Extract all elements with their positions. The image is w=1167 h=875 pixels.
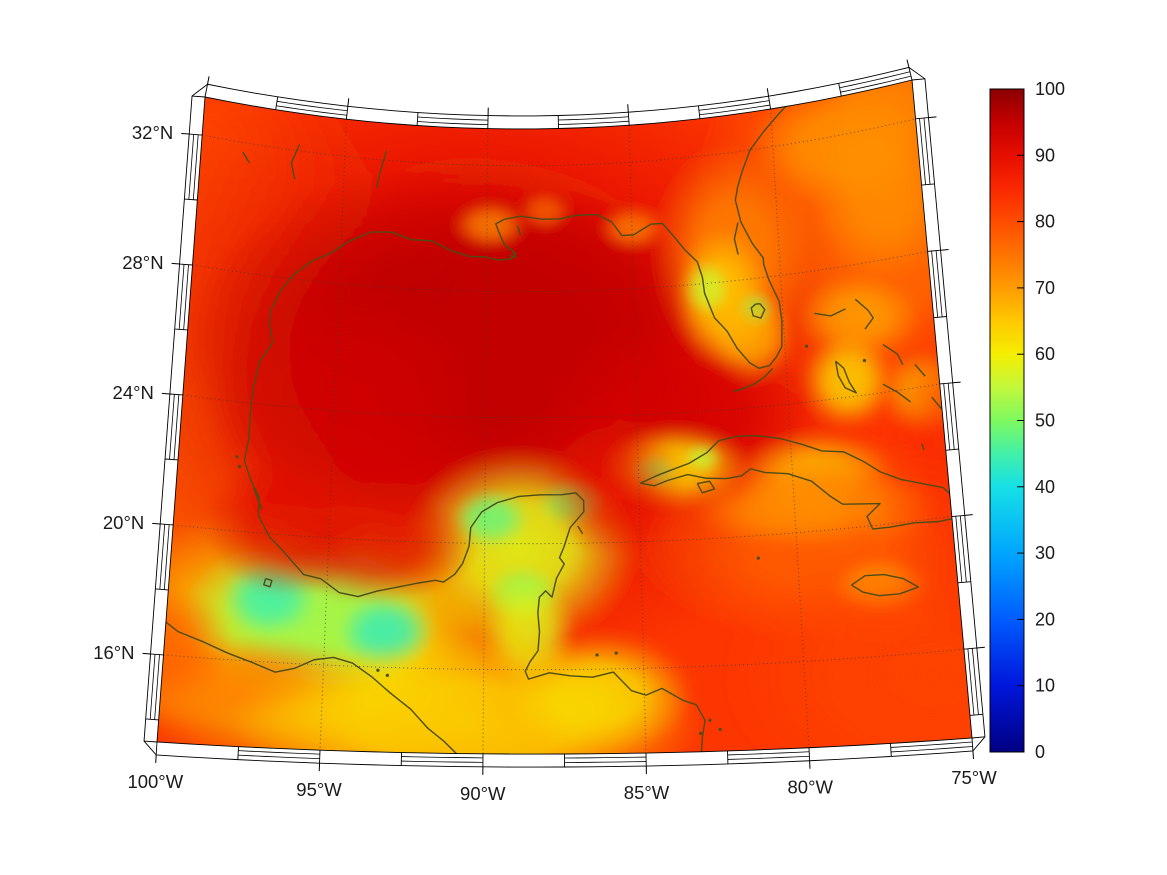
coastline-chandeleur — [516, 225, 522, 236]
y-tick-label: 24°N — [113, 382, 154, 403]
coastline-texas-lakes-2 — [242, 151, 251, 164]
coastline-andros — [834, 360, 857, 394]
y-tick-label: 16°N — [93, 642, 134, 663]
island-dot-roatan — [595, 653, 599, 657]
island-dot-tamaulipas-lake-1 — [235, 455, 239, 459]
coastline-ragged-island — [921, 443, 925, 451]
coastline-laguna-tamiahua — [252, 487, 263, 510]
coastline-isla-juventud — [696, 480, 716, 494]
island-dot-guanaja — [614, 651, 618, 655]
colorbar-tick-label: 60 — [1035, 344, 1055, 364]
coastline-texas-lakes-1 — [290, 144, 301, 180]
colorbar: 0 10 20 30 40 50 60 70 80 90 100 — [989, 79, 1065, 762]
coastline-jamaica — [851, 573, 920, 597]
map-frame — [143, 66, 986, 768]
island-dot-miskito-cay-1 — [708, 718, 712, 722]
x-tick-label: 95°W — [296, 779, 342, 800]
y-tick-label: 20°N — [103, 512, 144, 533]
colorbar-tick-label: 0 — [1035, 742, 1045, 762]
island-dot-new-providence — [862, 358, 867, 363]
island-dot-bimini — [804, 344, 809, 348]
coastline-toledo-bend — [376, 150, 388, 189]
coastline-abaco — [854, 298, 874, 330]
coastline-us-gulf-atlantic-coast — [268, 97, 795, 369]
colorbar-tick-label: 90 — [1035, 145, 1055, 165]
y-tick-label: 32°N — [132, 122, 173, 143]
coastline-cat-island — [914, 364, 926, 377]
island-dot-chiapas-lagoon-1 — [376, 668, 380, 672]
graticule — [163, 108, 964, 754]
colorbar-tick-label: 30 — [1035, 543, 1055, 563]
island-dot-grand-cayman — [756, 556, 760, 560]
colorbar-tick-label: 100 — [1035, 79, 1065, 99]
x-tick-label: 90°W — [460, 783, 506, 804]
colorbar-tick-label: 50 — [1035, 411, 1055, 431]
coastline-st-johns-river — [733, 222, 739, 255]
x-tick-label: 85°W — [624, 782, 670, 803]
coastline-cozumel — [577, 525, 584, 535]
coastline-highland-lake-ring — [263, 577, 273, 588]
colorbar-tick-label: 70 — [1035, 278, 1055, 298]
x-tick-label: 75°W — [951, 767, 997, 788]
coastline-eleuthera — [882, 343, 904, 366]
island-dot-miskito-cay-3 — [699, 731, 703, 735]
colorbar-tick-label: 10 — [1035, 676, 1055, 696]
coastline-mexico-yucatan-centam-coast — [243, 342, 706, 753]
island-dot-miskito-cay-2 — [718, 727, 722, 732]
coastline-cuba — [640, 435, 971, 530]
axis-ticks — [142, 59, 985, 775]
coastline-grand-bahama — [814, 308, 846, 317]
colorbar-tick-label: 20 — [1035, 609, 1055, 629]
island-dot-chiapas-lagoon-2 — [385, 673, 389, 677]
island-dot-tamaulipas-lake-2 — [237, 465, 242, 469]
coastline-exuma — [882, 383, 911, 403]
colorbar-tick-label: 40 — [1035, 477, 1055, 497]
island-dots — [235, 344, 867, 735]
coastline-pacific-coast — [157, 614, 458, 755]
colorbar-tick-label: 80 — [1035, 212, 1055, 232]
axis-labels: 100°W 95°W 90°W 85°W 80°W 75°W 16°N 20°N 24°N 28°… — [93, 122, 997, 804]
coastline-florida-keys — [732, 368, 774, 393]
coastline-lake-okeechobee — [750, 303, 766, 319]
coastlines — [157, 97, 971, 755]
x-tick-label: 80°W — [788, 777, 834, 798]
coastline-mississippi-delta-spur — [508, 248, 517, 258]
x-tick-label: 100°W — [127, 771, 183, 792]
y-tick-label: 28°N — [122, 252, 163, 273]
